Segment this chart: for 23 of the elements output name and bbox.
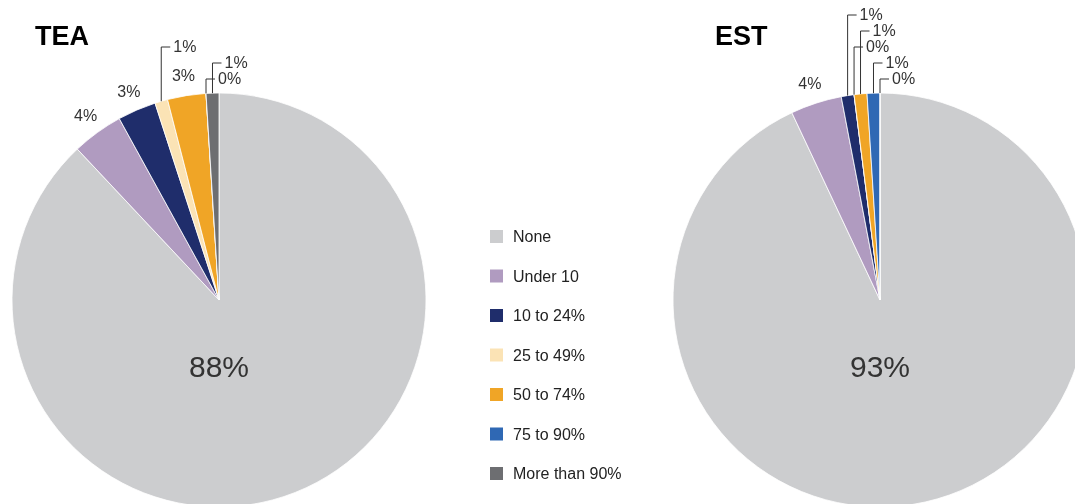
data-label: 1% (872, 22, 896, 39)
data-label: 1% (173, 38, 197, 55)
data-label: 3% (117, 82, 141, 100)
data-label: 93% (849, 349, 911, 383)
legend-label: More than 90% (513, 465, 622, 482)
chart-title: TEA (35, 21, 89, 51)
text: EST (715, 21, 769, 51)
text: 0% (866, 38, 890, 55)
legend-label: Under 10 (513, 267, 579, 285)
legend-label: 10 to 24% (513, 307, 586, 324)
legend-label: 75 to 90% (513, 425, 586, 443)
text: 0% (218, 70, 242, 87)
text: 0% (892, 70, 916, 87)
data-label: 4% (74, 107, 98, 125)
data-label: 3% (171, 66, 196, 84)
legend-label: 25 to 49% (513, 346, 586, 364)
legend-label: None (513, 228, 552, 245)
data-label: 88% (188, 349, 250, 383)
data-label: 1% (224, 54, 248, 71)
legend-label: 50 to 74% (513, 386, 586, 403)
data-label: 4% (798, 75, 822, 93)
data-label: 1% (885, 54, 909, 71)
data-label: 1% (859, 6, 883, 23)
